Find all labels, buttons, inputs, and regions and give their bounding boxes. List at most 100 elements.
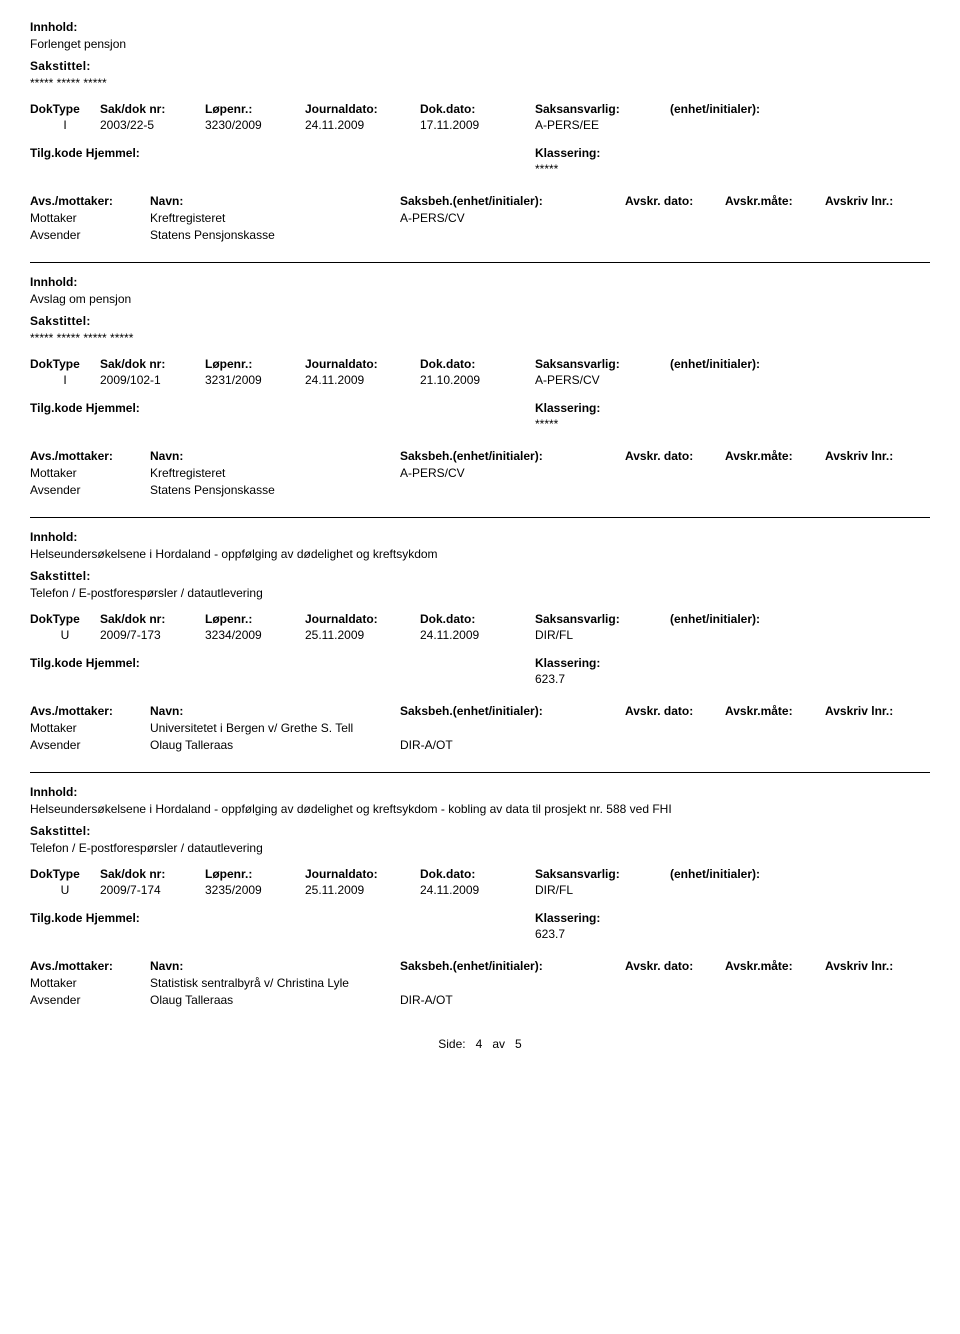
avsmottaker-hdr: Avs./mottaker: [30, 194, 150, 208]
party-row: MottakerKreftregisteretA-PERS/CV [30, 466, 930, 480]
records-container: Innhold: Forlenget pensjon Sakstittel: ****… [30, 20, 930, 1007]
avskrlnr-hdr: Avskriv lnr.: [825, 704, 930, 718]
journal-record: Innhold:Forlenget pensjonSakstittel:****… [30, 20, 930, 242]
innhold-label: Innhold: [30, 785, 930, 799]
innhold-label: Innhold: [30, 20, 930, 34]
party-name: Statens Pensjonskasse [150, 483, 400, 497]
enhet-value [670, 373, 840, 387]
footer-av-label: av [492, 1037, 505, 1051]
saksansvarlig-value: A-PERS/CV [535, 373, 670, 387]
dokdato-value: 17.11.2009 [420, 118, 535, 132]
saksansvarlig-value: DIR/FL [535, 883, 670, 897]
party-name: Olaug Talleraas [150, 993, 400, 1007]
sakstittel-label: Sakstittel: [30, 824, 930, 838]
tilg-hjemmel-label: Tilg.kode Hjemmel: [30, 656, 535, 670]
footer-side-label: Side: [438, 1037, 465, 1051]
avsmottaker-hdr: Avs./mottaker: [30, 704, 150, 718]
party-name: Universitetet i Bergen v/ Grethe S. Tell [150, 721, 400, 735]
doktype-value: I [30, 118, 100, 132]
dokdato-hdr: Dok.dato: [420, 867, 535, 881]
dokdato-hdr: Dok.dato: [420, 102, 535, 116]
lopenr-value: 3235/2009 [205, 883, 305, 897]
klassering-label: Klassering: [535, 146, 600, 160]
party-saksbeh: DIR-A/OT [400, 738, 625, 752]
journal-record: Innhold: Helseundersøkelsene i Hordaland … [30, 785, 930, 1007]
innhold-value: Helseundersøkelsene i Hordaland - oppføl… [30, 802, 930, 816]
navn-hdr: Navn: [150, 704, 400, 718]
sakstittel-value: Telefon / E-postforespørsler / datautlev… [30, 586, 930, 600]
tilg-hjemmel-label: Tilg.kode Hjemmel: [30, 146, 535, 160]
sakstittel-label: Sakstittel: [30, 314, 930, 328]
journal-record: Innhold:Helseundersøkelsene i Hordaland … [30, 530, 930, 752]
tilg-hjemmel-label: Tilg.kode Hjemmel: [30, 911, 535, 925]
party-saksbeh: A-PERS/CV [400, 211, 625, 225]
lopenr-value: 3231/2009 [205, 373, 305, 387]
sakdok-value: 2003/22-5 [100, 118, 205, 132]
enhet-value [670, 628, 840, 642]
footer-page: 4 [476, 1037, 483, 1051]
saksansvarlig-hdr: Saksansvarlig: [535, 867, 670, 881]
saksansvarlig-hdr: Saksansvarlig: [535, 357, 670, 371]
dokdato-value: 24.11.2009 [420, 628, 535, 642]
lopenr-hdr: Løpenr.: [205, 357, 305, 371]
party-name: Kreftregisteret [150, 211, 400, 225]
dokdato-value: 24.11.2009 [420, 883, 535, 897]
dokdato-hdr: Dok.dato: [420, 357, 535, 371]
party-row: AvsenderStatens Pensjonskasse [30, 483, 930, 497]
party-name: Olaug Talleraas [150, 738, 400, 752]
page-footer: Side: 4 av 5 [30, 1037, 930, 1051]
party-row: AvsenderOlaug TalleraasDIR-A/OT [30, 993, 930, 1007]
dokdato-value: 21.10.2009 [420, 373, 535, 387]
tilg-row: Tilg.kode Hjemmel:Klassering: [30, 401, 930, 415]
enhet-hdr: (enhet/initialer): [670, 867, 840, 881]
navn-hdr: Navn: [150, 959, 400, 973]
enhet-value [670, 883, 840, 897]
enhet-hdr: (enhet/initialer): [670, 102, 840, 116]
party-saksbeh [400, 228, 625, 242]
journaldato-hdr: Journaldato: [305, 102, 420, 116]
doktype-hdr: DokType [30, 357, 100, 371]
avskrdato-hdr: Avskr. dato: [625, 194, 725, 208]
avskrmate-hdr: Avskr.måte: [725, 449, 825, 463]
innhold-value: Forlenget pensjon [30, 37, 930, 51]
lopenr-hdr: Løpenr.: [205, 102, 305, 116]
sakstittel-value: ***** ***** ***** ***** [30, 331, 930, 345]
navn-hdr: Navn: [150, 449, 400, 463]
sakstittel-value: ***** ***** ***** [30, 76, 930, 90]
party-saksbeh [400, 721, 625, 735]
lopenr-hdr: Løpenr.: [205, 612, 305, 626]
avskrlnr-hdr: Avskriv lnr.: [825, 194, 930, 208]
doktype-hdr: DokType [30, 867, 100, 881]
avskrmate-hdr: Avskr.måte: [725, 704, 825, 718]
journaldato-hdr: Journaldato: [305, 867, 420, 881]
record-separator [30, 517, 930, 518]
avskrdato-hdr: Avskr. dato: [625, 959, 725, 973]
sakdok-value: 2009/7-173 [100, 628, 205, 642]
avsmottaker-header: Avs./mottaker:Navn:Saksbeh.(enhet/initia… [30, 449, 930, 463]
party-saksbeh [400, 976, 625, 990]
klassering-value: ***** [535, 162, 558, 176]
avsmottaker-hdr: Avs./mottaker: [30, 449, 150, 463]
sakstittel-value: Telefon / E-postforespørsler / datautlev… [30, 841, 930, 855]
lopenr-value: 3234/2009 [205, 628, 305, 642]
avsmottaker-header: Avs./mottaker:Navn:Saksbeh.(enhet/initia… [30, 704, 930, 718]
avsmottaker-hdr: Avs./mottaker: [30, 959, 150, 973]
party-row: MottakerUniversitetet i Bergen v/ Grethe… [30, 721, 930, 735]
lopenr-value: 3230/2009 [205, 118, 305, 132]
saksansvarlig-value: A-PERS/EE [535, 118, 670, 132]
record-data-row: I2003/22-53230/200924.11.200917.11.2009A… [30, 118, 930, 132]
party-row: AvsenderOlaug TalleraasDIR-A/OT [30, 738, 930, 752]
party-role: Avsender [30, 738, 150, 752]
sakdok-hdr: Sak/dok nr: [100, 357, 205, 371]
party-row: MottakerKreftregisteretA-PERS/CV [30, 211, 930, 225]
klassering-label: Klassering: [535, 656, 600, 670]
party-row: AvsenderStatens Pensjonskasse [30, 228, 930, 242]
avskrdato-hdr: Avskr. dato: [625, 704, 725, 718]
saksansvarlig-hdr: Saksansvarlig: [535, 102, 670, 116]
tilg-hjemmel-label: Tilg.kode Hjemmel: [30, 401, 535, 415]
record-separator [30, 772, 930, 773]
party-role: Mottaker [30, 976, 150, 990]
journaldato-value: 24.11.2009 [305, 118, 420, 132]
party-role: Avsender [30, 483, 150, 497]
sakdok-hdr: Sak/dok nr: [100, 612, 205, 626]
